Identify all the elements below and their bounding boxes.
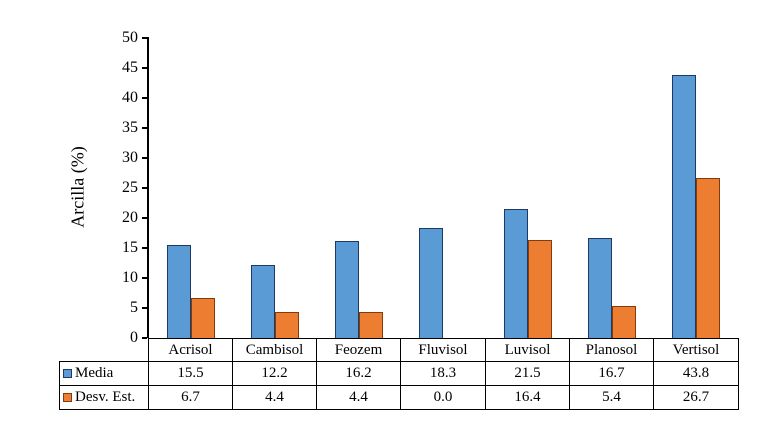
y-tick-mark [142,157,147,159]
category-cell: Vertisol [653,338,739,362]
y-tick-label: 30 [122,149,138,166]
bar-group-cambisol [233,38,317,338]
value-cell: 12.2 [232,361,317,386]
bar-desv-est-feozem [359,311,384,338]
category-cell: Feozem [316,338,401,362]
y-tick-mark [142,217,147,219]
series-name: Desv. Est. [75,389,136,405]
bar-media-vertisol [671,75,696,338]
y-tick-mark [142,97,147,99]
y-tick-label: 45 [122,59,138,76]
value-cell: 6.7 [148,385,233,410]
table-row: Desv. Est. 6.7 4.4 4.4 0.0 16.4 5.4 26.7 [59,385,739,410]
category-cell: Cambisol [232,338,317,362]
y-tick-label: 25 [122,179,138,196]
y-tick-label: 35 [122,119,138,136]
bar-desv-est-planosol [611,305,636,338]
series-name: Media [75,365,114,381]
legend-cell: Desv. Est. [59,385,149,410]
y-tick-mark [142,307,147,309]
bar-group-feozem [317,38,401,338]
legend-cell: Media [59,361,149,386]
category-cell: Fluvisol [400,338,486,362]
data-table: Acrisol Cambisol Feozem Fluvisol Luvisol Plan… [59,338,739,410]
value-cell: 16.2 [316,361,401,386]
bar-group-vertisol [654,38,738,338]
value-cell: 21.5 [485,361,570,386]
value-cell: 5.4 [569,385,654,410]
y-tick-mark [142,127,147,129]
value-cell: 4.4 [232,385,317,410]
bar-media-cambisol [251,264,276,338]
value-cell: 26.7 [653,385,739,410]
y-tick-label: 15 [122,239,138,256]
value-cell: 43.8 [653,361,739,386]
y-tick-label: 10 [122,269,138,286]
value-cell: 16.4 [485,385,570,410]
value-cell: 4.4 [316,385,401,410]
bar-media-acrisol [167,245,192,338]
legend-swatch-icon [63,393,72,402]
bar-group-fluvisol [401,38,485,338]
legend-swatch-icon [63,369,72,378]
value-cell: 16.7 [569,361,654,386]
bar-media-planosol [587,237,612,338]
y-tick-label: 5 [130,299,138,316]
value-cell: 18.3 [400,361,486,386]
y-axis-line [147,37,149,338]
bar-group-planosol [570,38,654,338]
bar-desv-est-luvisol [527,239,552,338]
category-cell: Luvisol [485,338,570,362]
bar-media-feozem [335,240,360,338]
plot-area [149,38,738,338]
bar-group-acrisol [149,38,233,338]
y-tick-label: 20 [122,209,138,226]
y-tick-mark [142,247,147,249]
y-tick-mark [142,277,147,279]
bar-media-fluvisol [419,228,444,338]
category-cell: Planosol [569,338,654,362]
y-axis-title: Arcilla (%) [67,146,88,228]
table-row: Media 15.5 12.2 16.2 18.3 21.5 16.7 43.8 [59,361,739,386]
value-cell: 15.5 [148,361,233,386]
y-tick-mark [142,37,147,39]
y-tick-mark [142,337,147,339]
bar-group-luvisol [486,38,570,338]
bar-media-luvisol [503,209,528,338]
y-tick-label: 50 [122,29,138,46]
value-cell: 0.0 [400,385,486,410]
bar-desv-est-cambisol [275,311,300,338]
y-tick-mark [142,187,147,189]
bar-desv-est-acrisol [191,297,216,338]
y-tick-label: 0 [130,329,138,346]
y-tick-label: 40 [122,89,138,106]
category-cell: Acrisol [148,338,233,362]
table-corner-blank [60,339,149,362]
bar-desv-est-vertisol [695,177,720,338]
y-tick-mark [142,67,147,69]
